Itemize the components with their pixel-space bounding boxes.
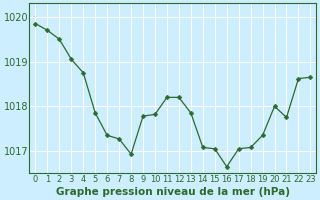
X-axis label: Graphe pression niveau de la mer (hPa): Graphe pression niveau de la mer (hPa) xyxy=(56,187,290,197)
